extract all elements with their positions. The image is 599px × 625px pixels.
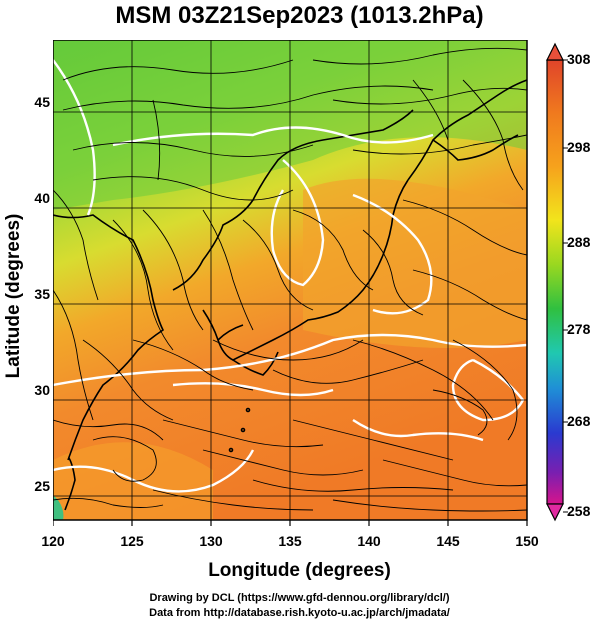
colorbar-max-arrow — [546, 42, 564, 61]
colorbar-tick-label: 288 — [567, 234, 591, 250]
y-axis-label: Latitude (degrees) — [3, 213, 24, 379]
x-tick-label: 150 — [515, 533, 539, 549]
isotherm-contours — [53, 59, 527, 493]
y-tick-label: 40 — [34, 190, 50, 206]
y-tick-label: 30 — [34, 382, 50, 398]
y-tick-label: 35 — [34, 286, 50, 302]
colorbar-min-arrow — [546, 503, 564, 522]
colorbar-tick-label: 268 — [567, 413, 591, 429]
map-plot — [53, 40, 528, 526]
wind-streamlines — [53, 47, 527, 512]
colorbar-tick-label: 258 — [567, 503, 591, 519]
footer-credit-drawing: Drawing by DCL (https://www.gfd-dennou.o… — [149, 592, 450, 604]
x-tick-label: 125 — [120, 533, 144, 549]
x-tick-label: 120 — [41, 533, 65, 549]
footer-credit-data: Data from http://database.rish.kyoto-u.a… — [149, 607, 450, 619]
y-tick-label: 25 — [34, 478, 50, 494]
x-ticks — [53, 520, 528, 526]
coastlines — [53, 79, 527, 511]
x-tick-label: 140 — [357, 533, 381, 549]
x-tick-label: 130 — [199, 533, 223, 549]
grid-lines — [53, 40, 527, 520]
colorbar-tick-label: 278 — [567, 321, 591, 337]
x-tick-label: 145 — [436, 533, 460, 549]
map-title: MSM 03Z21Sep2023 (1013.2hPa) — [115, 2, 484, 29]
colorbar-tick-label: 298 — [567, 139, 591, 155]
x-axis-label: Longitude (degrees) — [208, 560, 391, 581]
colorbar-tick-label: 308 — [567, 51, 591, 67]
y-tick-label: 45 — [34, 94, 50, 110]
x-tick-label: 135 — [278, 533, 302, 549]
